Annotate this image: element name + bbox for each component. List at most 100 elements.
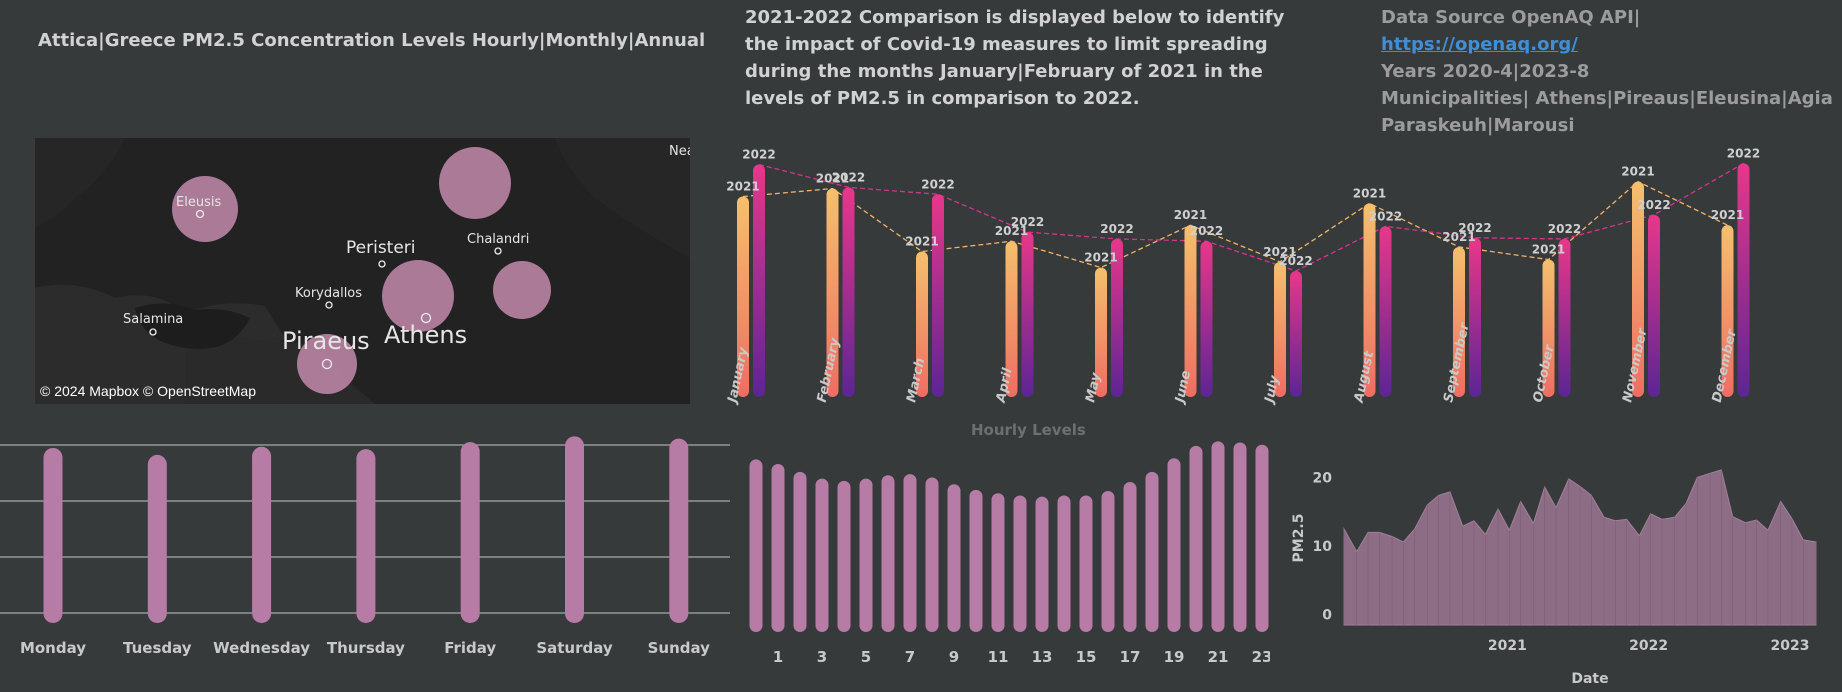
daily-trend-x-tick: 2021 — [1488, 638, 1527, 654]
hourly-bar-16[interactable] — [1101, 491, 1115, 632]
monthly-bar-2021-october[interactable] — [1542, 259, 1555, 397]
hourly-bar-22[interactable] — [1233, 442, 1247, 632]
monthly-value-label: 2022 — [1279, 254, 1312, 268]
map-dot-chalandri — [494, 247, 502, 255]
monthly-bar-2022-october[interactable] — [1558, 238, 1571, 397]
month-tick-label: December — [1710, 327, 1740, 404]
map-bubble-piraeus[interactable] — [297, 334, 357, 394]
monthly-bar-2021-november[interactable] — [1632, 181, 1644, 397]
monthly-value-label: 2022 — [832, 170, 865, 184]
map-dot-athens — [420, 312, 432, 324]
weekday-bar-tuesday[interactable] — [147, 454, 167, 623]
map-ridge-2 — [555, 138, 690, 258]
monthly-value-label: 2022 — [1369, 209, 1402, 223]
monthly-bar-2022-april[interactable] — [1021, 232, 1034, 397]
daily-trend-y-tick: 10 — [1313, 539, 1333, 555]
monthly-bar-2021-april[interactable] — [1005, 241, 1018, 397]
monthly-bar-2021-march[interactable] — [916, 251, 928, 397]
monthly-bar-2021-may[interactable] — [1095, 267, 1107, 397]
monthly-bar-2022-march[interactable] — [932, 194, 944, 397]
hourly-bar-20[interactable] — [1189, 445, 1203, 632]
weekday-tick-label: Thursday — [327, 639, 405, 657]
monthly-bar-2022-september[interactable] — [1469, 237, 1481, 397]
daily-trend-x-tick: 2022 — [1629, 638, 1668, 654]
daily-trend-chart[interactable]: 0 10 20 2021 2022 2023 Date PM2.5 — [1280, 420, 1842, 692]
hourly-bar-9[interactable] — [947, 484, 961, 632]
weekday-bar-sunday[interactable] — [669, 438, 689, 623]
monthly-bar-2021-june[interactable] — [1184, 225, 1197, 397]
monthly-bar-2021-august[interactable] — [1363, 203, 1376, 397]
map-bubble-athens[interactable] — [382, 260, 454, 332]
monthly-bar-2022-november[interactable] — [1648, 214, 1660, 397]
monthly-value-label: 2021 — [1621, 165, 1654, 179]
map-label-salamina: Salamina — [123, 312, 183, 327]
monthly-bar-2021-july[interactable] — [1274, 261, 1286, 397]
hourly-bar-6[interactable] — [881, 475, 895, 632]
map-label-korydallos: Korydallos — [295, 286, 362, 301]
monthly-bar-2022-january[interactable] — [753, 164, 765, 397]
weekday-tick-label: Friday — [444, 639, 496, 657]
monthly-value-label: 2021 — [1711, 208, 1744, 222]
hourly-bar-5[interactable] — [859, 478, 873, 632]
hourly-bar-13[interactable] — [1035, 496, 1049, 632]
monthly-bar-2022-june[interactable] — [1200, 241, 1213, 397]
monthly-bar-2022-july[interactable] — [1290, 271, 1302, 397]
hourly-bar-12[interactable] — [1013, 495, 1027, 632]
month-tick-label: June — [1172, 369, 1194, 407]
hourly-bar-0[interactable] — [749, 459, 763, 632]
monthly-value-label: 2022 — [1190, 224, 1223, 238]
weekday-chart[interactable]: Monday Tuesday Wednesday Thursday Friday Satu… — [0, 420, 735, 665]
monthly-value-label: 2021 — [1532, 243, 1565, 257]
monthly-value-label: 2021 — [726, 180, 759, 194]
hourly-bar-19[interactable] — [1167, 458, 1181, 632]
hourly-bar-23[interactable] — [1255, 444, 1269, 632]
month-tick-label: May — [1083, 371, 1104, 404]
monthly-bar-2022-may[interactable] — [1111, 238, 1123, 397]
monthly-bar-2022-december[interactable] — [1737, 163, 1750, 397]
hourly-bar-21[interactable] — [1211, 441, 1225, 632]
monthly-bar-2021-february[interactable] — [826, 188, 839, 397]
monthly-value-label: 2022 — [742, 147, 775, 161]
monthly-bar-2021-december[interactable] — [1721, 225, 1734, 397]
map-bubble-eleusis[interactable] — [172, 176, 238, 242]
weekday-bar-monday[interactable] — [43, 447, 63, 623]
attica-map[interactable]: Eleusis Peristeri Chalandri Korydallos S… — [35, 138, 690, 404]
weekday-bar-friday[interactable] — [460, 442, 480, 623]
data-source-panel: Data Source OpenAQ API| https://openaq.o… — [1381, 4, 1841, 139]
map-bubble-east[interactable] — [493, 261, 551, 319]
hourly-tick-label: 5 — [861, 648, 871, 666]
map-bubble-north[interactable] — [439, 147, 511, 219]
daily-trend-x-axis-label: Date — [1571, 671, 1608, 687]
weekday-bar-wednesday[interactable] — [252, 446, 272, 623]
hourly-bar-14[interactable] — [1057, 495, 1071, 632]
month-tick-label: April — [994, 366, 1016, 405]
hourly-chart[interactable]: 1 3 5 7 9 11 13 15 17 19 21 23 — [740, 420, 1270, 670]
hourly-bar-11[interactable] — [991, 493, 1005, 632]
hourly-bar-8[interactable] — [925, 477, 939, 632]
map-dot-salamina — [149, 328, 157, 336]
hourly-bar-15[interactable] — [1079, 495, 1093, 632]
hourly-bar-2[interactable] — [793, 471, 807, 632]
hourly-bar-18[interactable] — [1145, 471, 1159, 632]
monthly-comparison-chart[interactable]: 20212022January20212022February20212022M… — [700, 135, 1780, 410]
hourly-tick-label: 19 — [1164, 648, 1185, 666]
monthly-value-label: 2021 — [1442, 230, 1475, 244]
monthly-bar-2022-august[interactable] — [1379, 226, 1392, 397]
openaq-link[interactable]: https://openaq.org/ — [1381, 34, 1578, 55]
weekday-tick-label: Monday — [20, 639, 86, 657]
hourly-bar-1[interactable] — [771, 463, 785, 632]
map-dot-peristeri — [378, 260, 386, 268]
map-attribution: © 2024 Mapbox © OpenStreetMap — [40, 383, 256, 399]
map-dot-eleusis — [195, 209, 205, 219]
weekday-bar-thursday[interactable] — [356, 449, 376, 623]
hourly-bar-10[interactable] — [969, 489, 983, 632]
monthly-bar-2021-january[interactable] — [737, 196, 749, 397]
weekday-bar-saturday[interactable] — [565, 436, 584, 623]
hourly-bar-3[interactable] — [815, 478, 829, 632]
monthly-bar-2022-february[interactable] — [842, 187, 855, 397]
comparison-description: 2021-2022 Comparison is displayed below … — [745, 7, 1285, 109]
monthly-bar-2021-september[interactable] — [1453, 246, 1465, 397]
hourly-bar-7[interactable] — [903, 474, 917, 632]
hourly-bar-17[interactable] — [1123, 481, 1137, 632]
hourly-bar-4[interactable] — [837, 480, 851, 632]
